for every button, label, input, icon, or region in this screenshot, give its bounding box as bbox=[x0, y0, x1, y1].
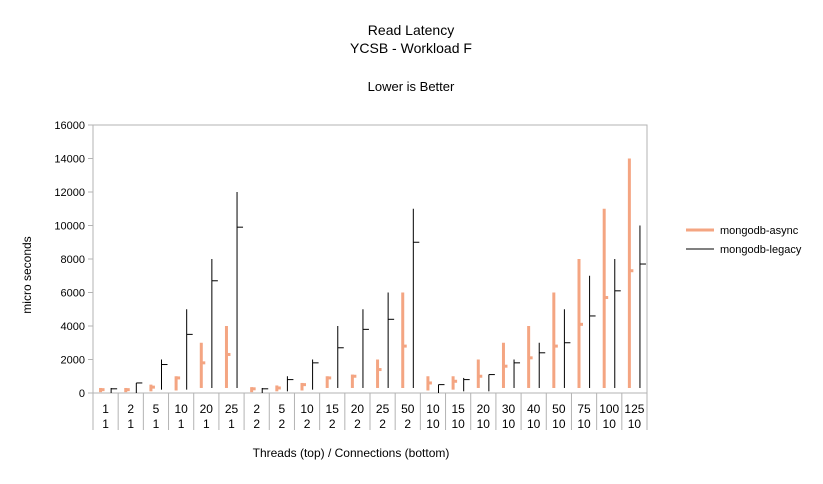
x-tick-label-threads: 5 bbox=[279, 402, 286, 416]
legend: mongodb-async mongodb-legacy bbox=[686, 225, 802, 256]
x-tick-label-connections: 2 bbox=[304, 417, 311, 431]
x-tick-label-connections: 10 bbox=[426, 417, 440, 431]
x-tick-label-connections: 1 bbox=[153, 417, 160, 431]
x-tick-label-connections: 1 bbox=[178, 417, 185, 431]
y-axis: 0 2000 4000 6000 8000 10000 12000 14000 16000 bbox=[54, 120, 93, 400]
plot-area bbox=[92, 124, 648, 394]
x-tick-label-threads: 2 bbox=[253, 402, 260, 416]
legend-label-legacy: mongodb-legacy bbox=[720, 244, 802, 256]
y-tick-label: 10000 bbox=[54, 221, 85, 233]
x-tick-label-threads: 20 bbox=[477, 402, 491, 416]
x-tick-label-threads: 15 bbox=[451, 402, 465, 416]
x-tick-label-connections: 1 bbox=[203, 417, 210, 431]
x-tick-label-connections: 10 bbox=[451, 417, 465, 431]
x-tick-label-connections: 2 bbox=[404, 417, 411, 431]
x-tick-label-threads: 1 bbox=[102, 402, 109, 416]
x-tick-label-connections: 10 bbox=[477, 417, 491, 431]
x-tick-label-threads: 5 bbox=[153, 402, 160, 416]
x-tick-label-threads: 30 bbox=[502, 402, 516, 416]
x-tick-label-threads: 15 bbox=[326, 402, 340, 416]
x-tick-label-connections: 2 bbox=[379, 417, 386, 431]
x-tick-label-connections: 1 bbox=[102, 417, 109, 431]
x-tick-label-threads: 40 bbox=[527, 402, 541, 416]
chart-subtitle: YCSB - Workload F bbox=[350, 40, 472, 56]
x-tick-label-connections: 2 bbox=[329, 417, 336, 431]
y-tick-label: 8000 bbox=[61, 254, 85, 266]
x-tick-label-connections: 10 bbox=[502, 417, 516, 431]
x-tick-label-connections: 2 bbox=[279, 417, 286, 431]
chart-note: Lower is Better bbox=[368, 79, 455, 94]
x-axis: 1121511012012512252102152202252502101015… bbox=[92, 393, 648, 431]
y-tick-label: 16000 bbox=[54, 120, 85, 132]
x-tick-label-threads: 10 bbox=[426, 402, 440, 416]
x-tick-label-connections: 10 bbox=[628, 417, 642, 431]
x-tick-label-threads: 100 bbox=[599, 402, 619, 416]
x-tick-label-threads: 125 bbox=[624, 402, 644, 416]
y-tick-label: 6000 bbox=[61, 288, 85, 300]
x-tick-label-threads: 50 bbox=[552, 402, 566, 416]
x-tick-label-connections: 10 bbox=[527, 417, 541, 431]
x-tick-label-connections: 2 bbox=[253, 417, 260, 431]
x-tick-label-connections: 2 bbox=[354, 417, 361, 431]
y-tick-label: 14000 bbox=[54, 154, 85, 166]
x-tick-label-connections: 1 bbox=[228, 417, 235, 431]
x-tick-label-threads: 50 bbox=[401, 402, 415, 416]
y-tick-label: 2000 bbox=[61, 355, 85, 367]
x-axis-label: Threads (top) / Connections (bottom) bbox=[253, 446, 450, 460]
x-tick-label-connections: 10 bbox=[603, 417, 617, 431]
x-tick-label-threads: 75 bbox=[577, 402, 591, 416]
x-tick-label-threads: 25 bbox=[376, 402, 390, 416]
y-axis-label: micro seconds bbox=[20, 236, 34, 313]
x-tick-label-connections: 10 bbox=[552, 417, 566, 431]
x-tick-label-threads: 20 bbox=[351, 402, 365, 416]
x-tick-label-threads: 2 bbox=[127, 402, 134, 416]
legend-label-async: mongodb-async bbox=[720, 225, 799, 237]
x-tick-label-connections: 1 bbox=[127, 417, 134, 431]
x-tick-label-threads: 25 bbox=[225, 402, 239, 416]
y-tick-label: 4000 bbox=[61, 321, 85, 333]
chart-title: Read Latency bbox=[368, 22, 454, 38]
x-tick-label-threads: 10 bbox=[174, 402, 188, 416]
y-tick-label: 0 bbox=[79, 388, 85, 400]
x-tick-label-connections: 10 bbox=[577, 417, 591, 431]
x-tick-label-threads: 10 bbox=[300, 402, 314, 416]
y-tick-label: 12000 bbox=[54, 187, 85, 199]
data-marks bbox=[99, 158, 646, 393]
x-tick-label-threads: 20 bbox=[200, 402, 214, 416]
